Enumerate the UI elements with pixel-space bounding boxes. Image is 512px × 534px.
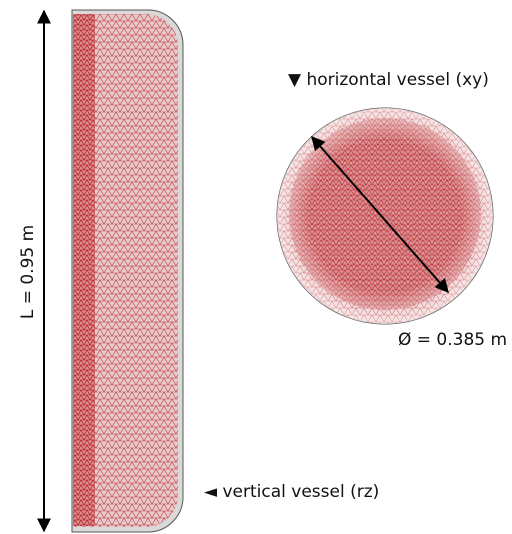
wall-mesh — [73, 14, 95, 526]
diameter-label: Ø = 0.385 m — [398, 330, 507, 350]
length-label: L = 0.95 m — [18, 225, 38, 319]
figure: L = 0.95 m ▼ horizontal vessel (xy) Ø = … — [0, 0, 512, 534]
vessel-edge — [277, 108, 493, 324]
vertical-label: ◄ vertical vessel (rz) — [204, 482, 379, 502]
horizontal-label: ▼ horizontal vessel (xy) — [288, 70, 489, 90]
